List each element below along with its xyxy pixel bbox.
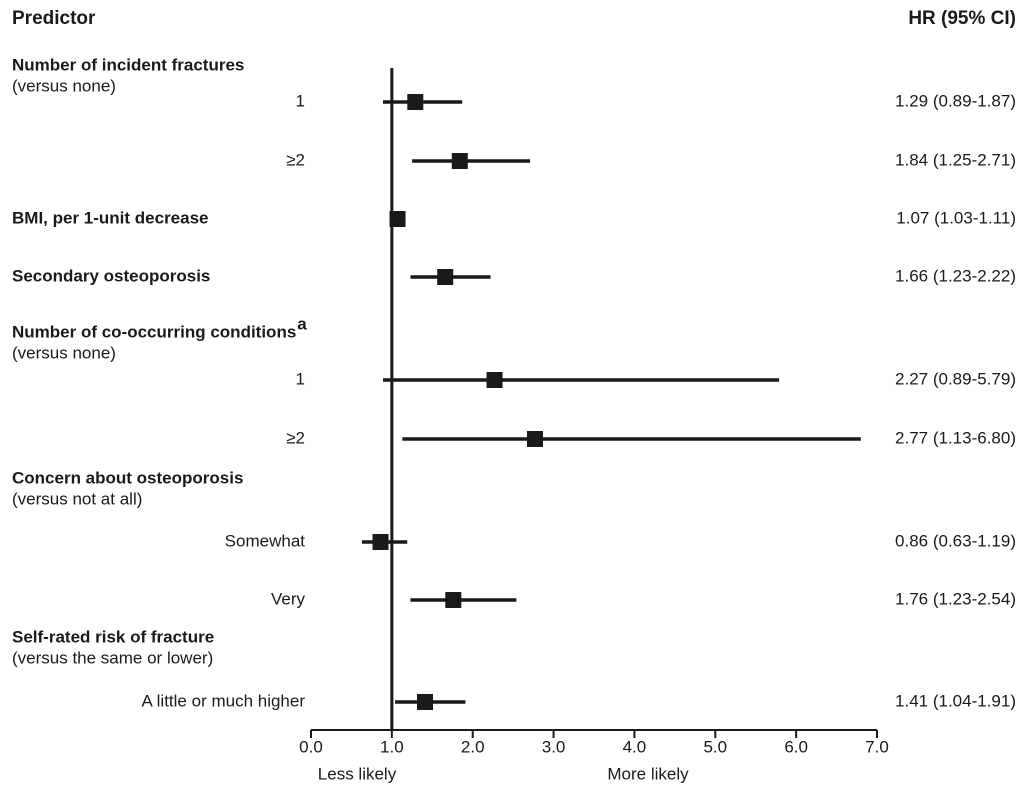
- row-label: 1: [296, 91, 305, 110]
- row-heading: Self-rated risk of fracture: [12, 627, 214, 646]
- row-label: Very: [271, 589, 306, 608]
- value-label: 1.84 (1.25-2.71): [895, 150, 1016, 169]
- x-tick-label: 4.0: [623, 737, 647, 756]
- hr-point: [372, 534, 389, 550]
- row-label: ≥2: [286, 150, 305, 169]
- row-note: (versus none): [12, 343, 116, 362]
- hr-point: [486, 372, 503, 388]
- x-tick-label: 5.0: [703, 737, 727, 756]
- x-tick-label: 6.0: [784, 737, 808, 756]
- x-label-left: Less likely: [318, 764, 397, 783]
- row-heading: Secondary osteoporosis: [12, 266, 210, 285]
- x-tick-label: 0.0: [299, 737, 323, 756]
- x-tick-label: 1.0: [380, 737, 404, 756]
- superscript: a: [297, 314, 307, 333]
- row-heading: Number of incident fractures: [12, 55, 244, 74]
- row-note: (versus the same or lower): [12, 648, 213, 667]
- row-label: A little or much higher: [142, 691, 306, 710]
- row-label: 1: [296, 369, 305, 388]
- x-tick-label: 2.0: [461, 737, 485, 756]
- hr-point: [451, 153, 468, 169]
- hr-point: [526, 431, 543, 447]
- hr-point: [407, 94, 424, 110]
- value-label: 2.77 (1.13-6.80): [895, 428, 1016, 447]
- x-tick-label: 3.0: [542, 737, 566, 756]
- hr-point: [437, 269, 454, 285]
- value-label: 1.29 (0.89-1.87): [895, 91, 1016, 110]
- value-label: 1.41 (1.04-1.91): [895, 691, 1016, 710]
- value-label: 1.66 (1.23-2.22): [895, 266, 1016, 285]
- hr-point: [445, 592, 462, 608]
- x-label-right: More likely: [607, 764, 689, 783]
- value-label: 2.27 (0.89-5.79): [895, 369, 1016, 388]
- hr-point: [389, 211, 406, 227]
- value-label: 0.86 (0.63-1.19): [895, 531, 1016, 550]
- row-heading: Number of co-occurring conditions: [12, 322, 296, 341]
- row-heading: Concern about osteoporosis: [12, 468, 243, 487]
- header-left: Predictor: [12, 8, 96, 29]
- row-label: Somewhat: [225, 531, 306, 550]
- row-label: ≥2: [286, 428, 305, 447]
- hr-point: [417, 694, 434, 710]
- value-label: 1.07 (1.03-1.11): [896, 208, 1016, 227]
- row-note: (versus none): [12, 76, 116, 95]
- row-heading: BMI, per 1-unit decrease: [12, 208, 209, 227]
- x-tick-label: 7.0: [865, 737, 889, 756]
- header-right: HR (95% CI): [908, 8, 1016, 29]
- row-note: (versus not at all): [12, 489, 142, 508]
- value-label: 1.76 (1.23-2.54): [895, 589, 1016, 608]
